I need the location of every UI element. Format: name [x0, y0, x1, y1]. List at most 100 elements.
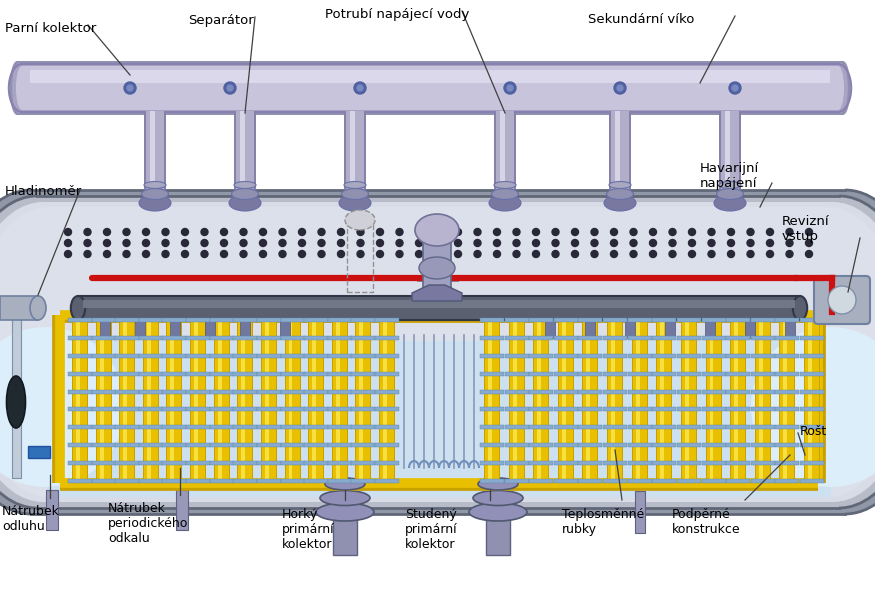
- Circle shape: [416, 228, 423, 235]
- Bar: [804, 320, 820, 481]
- Bar: [352, 336, 375, 340]
- Bar: [603, 425, 627, 430]
- Circle shape: [474, 251, 481, 257]
- Bar: [234, 354, 257, 358]
- Bar: [234, 443, 257, 447]
- Bar: [116, 354, 139, 358]
- Bar: [261, 320, 276, 481]
- Bar: [677, 461, 701, 465]
- Text: Teplosměnné
rubky: Teplosměnné rubky: [562, 508, 644, 536]
- Bar: [484, 320, 500, 481]
- Circle shape: [630, 251, 637, 257]
- Bar: [352, 354, 375, 358]
- Text: Horký
primární
kolektor: Horký primární kolektor: [282, 508, 334, 551]
- Bar: [751, 372, 774, 376]
- Circle shape: [689, 240, 696, 247]
- Bar: [281, 425, 304, 430]
- Circle shape: [747, 251, 754, 257]
- Circle shape: [181, 228, 188, 235]
- Circle shape: [298, 240, 305, 247]
- Ellipse shape: [30, 296, 46, 320]
- Circle shape: [669, 240, 676, 247]
- Bar: [529, 372, 553, 376]
- Bar: [533, 320, 550, 481]
- Circle shape: [279, 228, 286, 235]
- Bar: [116, 443, 139, 447]
- Bar: [608, 320, 622, 481]
- Circle shape: [84, 228, 91, 235]
- Bar: [505, 479, 528, 483]
- Bar: [360, 320, 363, 481]
- Bar: [726, 318, 750, 322]
- Bar: [186, 461, 210, 465]
- Bar: [257, 461, 281, 465]
- Ellipse shape: [756, 190, 875, 514]
- Bar: [508, 320, 525, 481]
- Bar: [505, 443, 528, 447]
- Bar: [726, 443, 750, 447]
- Bar: [480, 354, 504, 358]
- Bar: [186, 354, 210, 358]
- Bar: [537, 320, 541, 481]
- Circle shape: [201, 228, 208, 235]
- Bar: [500, 111, 505, 201]
- Bar: [92, 408, 116, 411]
- Ellipse shape: [0, 327, 125, 487]
- Bar: [210, 318, 234, 322]
- Circle shape: [143, 251, 150, 257]
- Text: Parní kolektor: Parní kolektor: [5, 22, 96, 35]
- Bar: [751, 461, 774, 465]
- Ellipse shape: [478, 478, 518, 490]
- Bar: [210, 336, 234, 340]
- Bar: [95, 320, 112, 481]
- Ellipse shape: [16, 66, 28, 110]
- Bar: [72, 320, 88, 481]
- Circle shape: [766, 228, 774, 235]
- Bar: [702, 336, 725, 340]
- Circle shape: [224, 82, 236, 94]
- Bar: [332, 320, 347, 481]
- Bar: [205, 318, 215, 338]
- Ellipse shape: [751, 327, 875, 487]
- Text: Havarijní
napájení: Havarijní napájení: [700, 162, 760, 190]
- Bar: [116, 318, 139, 322]
- Circle shape: [571, 240, 578, 247]
- Bar: [92, 336, 116, 340]
- Ellipse shape: [0, 202, 125, 502]
- Bar: [304, 408, 328, 411]
- Bar: [92, 318, 116, 322]
- Bar: [352, 408, 375, 411]
- Circle shape: [732, 85, 738, 91]
- Bar: [383, 320, 387, 481]
- Bar: [304, 479, 328, 483]
- Bar: [139, 425, 163, 430]
- Bar: [652, 443, 676, 447]
- Circle shape: [630, 240, 637, 247]
- Bar: [751, 408, 774, 411]
- Bar: [352, 479, 375, 483]
- Bar: [46, 490, 58, 530]
- Text: Hladinoměr: Hladinoměr: [5, 185, 82, 198]
- Bar: [775, 425, 800, 430]
- Ellipse shape: [144, 182, 166, 188]
- Bar: [726, 461, 750, 465]
- Circle shape: [123, 228, 130, 235]
- Circle shape: [552, 251, 559, 257]
- Bar: [652, 425, 676, 430]
- Bar: [116, 461, 139, 465]
- Ellipse shape: [344, 182, 366, 188]
- Bar: [375, 479, 399, 483]
- Bar: [375, 336, 399, 340]
- Bar: [529, 425, 553, 430]
- Bar: [375, 461, 399, 465]
- Bar: [347, 220, 373, 292]
- Circle shape: [227, 85, 233, 91]
- Bar: [480, 461, 504, 465]
- Ellipse shape: [325, 478, 365, 490]
- Bar: [726, 479, 750, 483]
- Text: Nátrubek
periodického
odkalu: Nátrubek periodického odkalu: [108, 502, 188, 545]
- Bar: [558, 320, 574, 481]
- Text: Studený
primární
kolektor: Studený primární kolektor: [405, 508, 458, 551]
- Bar: [559, 320, 573, 481]
- Bar: [380, 320, 394, 481]
